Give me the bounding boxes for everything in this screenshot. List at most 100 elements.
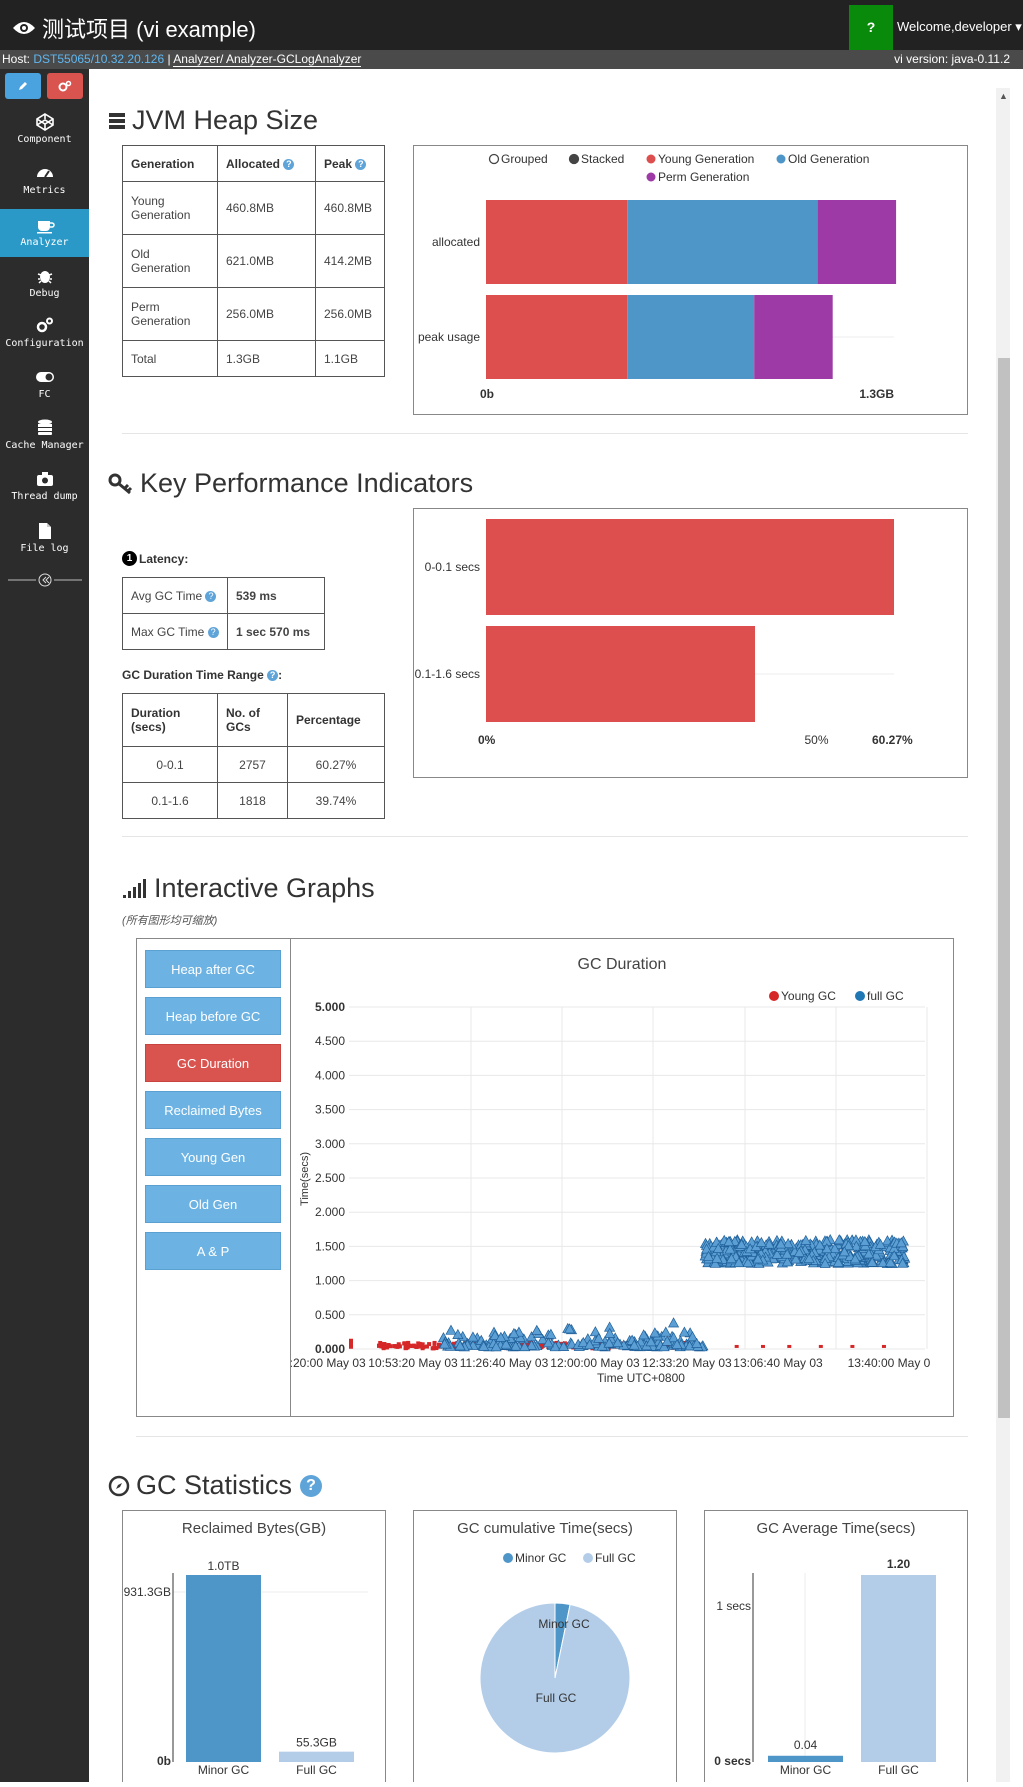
bar-peak-usage-old[interactable] (627, 295, 755, 379)
sidebar-item-metrics[interactable]: Metrics (0, 157, 89, 205)
bar-allocated-young[interactable] (486, 200, 628, 284)
sidebar-item-file-log[interactable]: File log (0, 515, 89, 563)
cogs-icon (58, 80, 72, 92)
bar-minor-gc[interactable] (768, 1755, 843, 1762)
data-label: 0.04 (794, 1738, 818, 1752)
legend-control-grouped[interactable]: Grouped (501, 152, 548, 166)
graph-button-a-p[interactable]: A & P (145, 1232, 281, 1270)
gc-average-panel: GC Average Time(secs) 1 secs 0 secs 0.04 Min… (704, 1510, 968, 1782)
legend-marker[interactable] (583, 1553, 593, 1563)
full-gc-point (800, 1234, 812, 1245)
help-icon[interactable]: ? (267, 670, 279, 682)
table-row: Avg GC Time ? 539 ms (122, 577, 325, 614)
user-menu[interactable]: Welcome,developer ▾ (897, 19, 1022, 34)
legend-marker[interactable] (488, 153, 500, 165)
app-brand[interactable]: 测试项目 (vi example) (12, 12, 256, 44)
legend-marker[interactable] (568, 153, 580, 165)
legend-entry[interactable]: Full GC (595, 1551, 636, 1565)
legend-marker[interactable] (776, 154, 786, 164)
full-gc-point (755, 1236, 767, 1247)
young-gc-point (538, 1343, 543, 1348)
help-button[interactable]: ? (849, 5, 893, 50)
y-tick-label: 1.000 (315, 1274, 345, 1288)
heap-stacked-bar-chart: Grouped Stacked Young Generation Old Genera… (418, 152, 897, 401)
sidebar-item-fc[interactable]: FC (0, 361, 89, 409)
sidebar-item-component[interactable]: Component (0, 106, 89, 154)
help-icon[interactable]: ? (355, 158, 367, 170)
bar-allocated-old[interactable] (627, 200, 818, 284)
graph-button-young-gen[interactable]: Young Gen (145, 1138, 281, 1176)
legend-entry[interactable]: Young GC (781, 989, 836, 1003)
full-gc-point (733, 1257, 745, 1268)
scroll-up-arrow[interactable]: ▲ (999, 91, 1008, 101)
sidebar-item-configuration[interactable]: Configuration (0, 310, 89, 358)
young-gc-point (527, 1341, 532, 1346)
legend-marker[interactable] (503, 1553, 513, 1563)
scrollbar-thumb[interactable] (998, 358, 1010, 1418)
full-gc-point (700, 1243, 713, 1254)
young-gc-point (382, 1342, 387, 1347)
help-icon[interactable]: ? (300, 1474, 323, 1497)
full-gc-point (467, 1331, 479, 1342)
bar-full-gc[interactable] (279, 1751, 354, 1762)
y-axis-label: Time(secs) (299, 1152, 311, 1206)
legend-control-stacked[interactable]: Stacked (581, 152, 624, 166)
data-label: 1.0TB (207, 1559, 239, 1573)
table-row: Old Generation 621.0MB 414.2MB (122, 234, 385, 288)
full-gc-point (638, 1329, 650, 1340)
legend-entry[interactable]: full GC (867, 989, 904, 1003)
chart-legend: Young GC full GC (769, 989, 904, 1003)
table-row: Young Generation 460.8MB 460.8MB (122, 181, 385, 235)
bar-0-0-1-secs[interactable] (486, 519, 894, 615)
bar-allocated-perm[interactable] (817, 200, 897, 284)
bar-full-gc[interactable] (861, 1575, 936, 1762)
legend-entry[interactable]: Young Generation (658, 152, 754, 166)
legend-entry[interactable]: Minor GC (515, 1551, 567, 1565)
legend-marker[interactable] (646, 172, 656, 182)
table-row: Perm Generation 256.0MB 256.0MB (122, 287, 385, 341)
bar-peak-usage-perm[interactable] (754, 295, 833, 379)
legend-marker[interactable] (646, 154, 656, 164)
full-gc-point (658, 1341, 670, 1352)
full-gc-point (577, 1336, 589, 1347)
sidebar-item-analyzer[interactable]: Analyzer (0, 209, 89, 257)
bar-minor-gc[interactable] (186, 1575, 261, 1762)
x-tick-label: 10:53:20 May 03 (368, 1356, 458, 1370)
legend-entry[interactable]: Perm Generation (658, 170, 749, 184)
bar-peak-usage-young[interactable] (486, 295, 628, 379)
legend-entry[interactable]: Old Generation (788, 152, 869, 166)
legend-marker[interactable] (769, 991, 779, 1001)
y-tick-label: 0b (157, 1754, 171, 1768)
settings-button[interactable] (47, 73, 83, 99)
young-gc-point (427, 1342, 432, 1347)
graph-button-gc-duration[interactable]: GC Duration (145, 1044, 281, 1082)
full-gc-point (803, 1252, 815, 1263)
graph-button-heap-before-gc[interactable]: Heap before GC (145, 997, 281, 1035)
host-link[interactable]: DST55065/10.32.20.126 (33, 52, 165, 66)
collapse-sidebar-icon[interactable] (8, 573, 82, 587)
pie-slice-full-gc[interactable] (479, 1602, 631, 1754)
full-gc-point (702, 1250, 715, 1261)
bar-0-1-1-6-secs[interactable] (486, 626, 756, 722)
young-gc-point (406, 1340, 411, 1345)
edit-button[interactable] (5, 73, 41, 99)
full-gc-point (781, 1256, 793, 1267)
gc-duration-scatter-chart[interactable]: GC Duration Young GC full GC 0.000 0.500 1.00… (291, 939, 953, 1416)
full-gc-point (531, 1324, 543, 1335)
sidebar-item-debug[interactable]: Debug (0, 260, 89, 308)
sidebar-item-cache-manager[interactable]: Cache Manager (0, 412, 89, 460)
graph-button-old-gen[interactable]: Old Gen (145, 1185, 281, 1223)
help-icon[interactable]: ? (283, 158, 295, 170)
graph-button-heap-after-gc[interactable]: Heap after GC (145, 950, 281, 988)
heap-section-title: JVM Heap Size (108, 105, 318, 136)
young-gc-point (434, 1346, 439, 1351)
breadcrumb: Analyzer/ Analyzer-GCLogAnalyzer (173, 52, 362, 67)
sidebar-item-thread-dump[interactable]: Thread dump (0, 463, 89, 511)
help-icon[interactable]: ? (207, 626, 219, 638)
graph-button-reclaimed-bytes[interactable]: Reclaimed Bytes (145, 1091, 281, 1129)
help-icon[interactable]: ? (205, 590, 217, 602)
full-gc-point (445, 1324, 457, 1335)
kpi-section-title: Key Performance Indicators (108, 468, 473, 499)
series-full-gc[interactable] (437, 1234, 911, 1352)
legend-marker[interactable] (855, 991, 865, 1001)
